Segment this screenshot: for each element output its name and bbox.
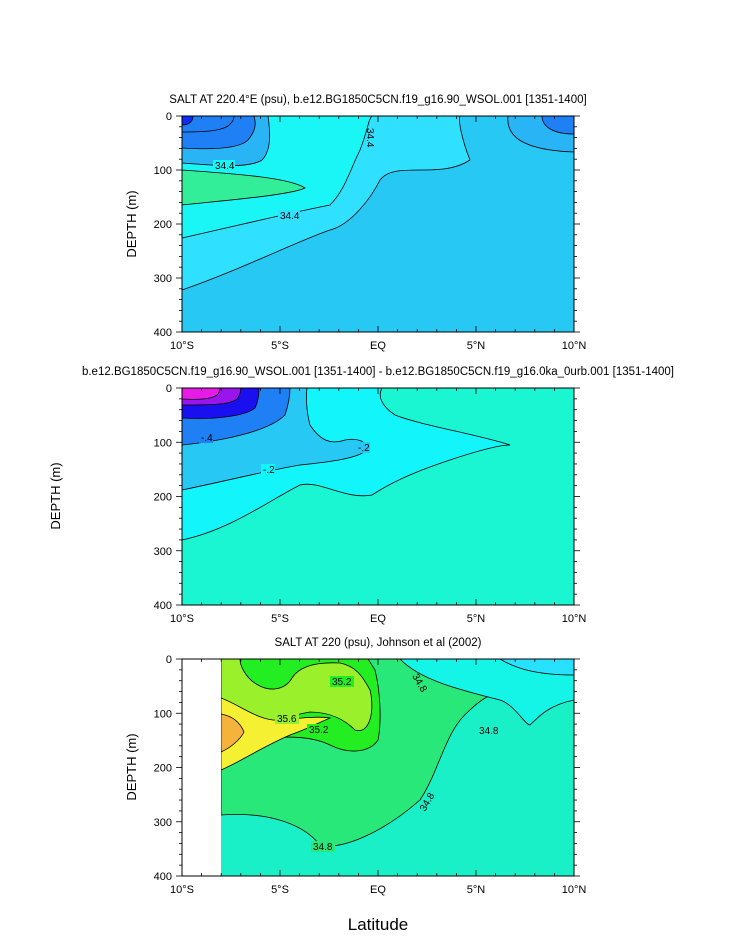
panel-3-contour-label: 35.2 xyxy=(332,677,352,688)
panel-3-contour-label: 35.6 xyxy=(277,714,297,725)
x-tick-label: 10°S xyxy=(170,340,194,352)
panel-1-title: SALT AT 220.4°E (psu), b.e12.BG1850C5CN.… xyxy=(169,94,586,106)
x-tick-label: 5°S xyxy=(271,613,289,625)
x-tick-label: 5°N xyxy=(467,613,486,625)
panel-3-ticks: 10°S 5°S EQ 5°N 10°N 0 100 200 300 400 xyxy=(154,654,587,896)
panel-1-region-core xyxy=(182,116,194,126)
y-tick-label: 0 xyxy=(166,111,172,123)
x-tick-label: 10°S xyxy=(170,613,194,625)
panel-3-contours xyxy=(221,659,574,876)
y-tick-label: 400 xyxy=(154,327,172,339)
panel-3: SALT AT 220 (psu), Johnson et al (2002) … xyxy=(124,637,586,896)
x-tick-label: 5°S xyxy=(271,884,289,896)
panel-1-contour-label: 34.4 xyxy=(215,161,235,172)
y-tick-label: 300 xyxy=(154,546,172,558)
y-tick-label: 200 xyxy=(154,763,172,775)
x-tick-label: 10°S xyxy=(170,884,194,896)
panel-2-contour-labels: -.4 -.2 -.2 xyxy=(199,432,370,476)
panel-1-region-salty-tongue xyxy=(182,169,306,206)
panel-1-contour-label: 34.4 xyxy=(364,128,375,148)
y-tick-label: 0 xyxy=(166,383,172,395)
x-tick-label: 5°N xyxy=(467,340,486,352)
x-tick-label: EQ xyxy=(370,613,386,625)
panel-3-region-35-8 xyxy=(221,713,245,753)
x-tick-label: EQ xyxy=(370,340,386,352)
panel-2-contours xyxy=(182,388,574,605)
panel-1-contours xyxy=(182,116,574,332)
panel-3-ylabel: DEPTH (m) xyxy=(124,733,139,800)
x-tick-label: 10°N xyxy=(562,340,587,352)
panel-3-contour-label: 34.8 xyxy=(313,842,333,853)
panel-1-region-east-2 xyxy=(541,116,574,135)
panel-1-contour-labels: 34.4 34.4 34.4 xyxy=(213,128,375,222)
panel-1: SALT AT 220.4°E (psu), b.e12.BG1850C5CN.… xyxy=(124,94,587,352)
panel-2-contour-label: -.2 xyxy=(358,443,370,454)
x-tick-label: 10°N xyxy=(562,613,587,625)
panel-1-ticks: 10°S 5°S EQ 5°N 10°N 0 100 200 300 400 xyxy=(154,111,587,352)
y-tick-label: 400 xyxy=(154,600,172,612)
y-tick-label: 100 xyxy=(154,708,172,720)
panel-1-region-shallow-3 xyxy=(182,116,235,133)
y-tick-label: 200 xyxy=(154,219,172,231)
panel-2: b.e12.BG1850C5CN.f19_g16.90_WSOL.001 [13… xyxy=(48,366,674,625)
panel-2-ylabel: DEPTH (m) xyxy=(48,462,63,529)
x-tick-label: 5°S xyxy=(271,340,289,352)
panel-2-contour-label: -.4 xyxy=(201,433,213,444)
y-tick-label: 100 xyxy=(154,165,172,177)
x-tick-label: 5°N xyxy=(467,884,486,896)
panel-1-ylabel: DEPTH (m) xyxy=(124,190,139,257)
panel-3-contour-label: 35.2 xyxy=(309,725,329,736)
y-tick-label: 400 xyxy=(154,871,172,883)
y-tick-label: 200 xyxy=(154,492,172,504)
y-tick-label: 0 xyxy=(166,654,172,666)
panel-3-title: SALT AT 220 (psu), Johnson et al (2002) xyxy=(275,637,482,649)
panel-3-region-35-6 xyxy=(221,697,332,771)
y-tick-label: 300 xyxy=(154,817,172,829)
panel-3-contour-label: 34.8 xyxy=(479,726,499,737)
panel-2-contour-label: -.2 xyxy=(263,465,275,476)
y-tick-label: 100 xyxy=(154,437,172,449)
x-tick-label: 10°N xyxy=(562,884,587,896)
panel-1-contour-label: 34.4 xyxy=(280,211,300,222)
x-axis-label: Latitude xyxy=(348,915,409,934)
y-tick-label: 300 xyxy=(154,273,172,285)
panel-2-ticks: 10°S 5°S EQ 5°N 10°N 0 100 200 300 400 xyxy=(154,383,587,625)
x-tick-label: EQ xyxy=(370,884,386,896)
panel-3-region-east-fresh xyxy=(399,659,574,726)
panel-2-title: b.e12.BG1850C5CN.f19_g16.90_WSOL.001 [13… xyxy=(82,366,674,378)
